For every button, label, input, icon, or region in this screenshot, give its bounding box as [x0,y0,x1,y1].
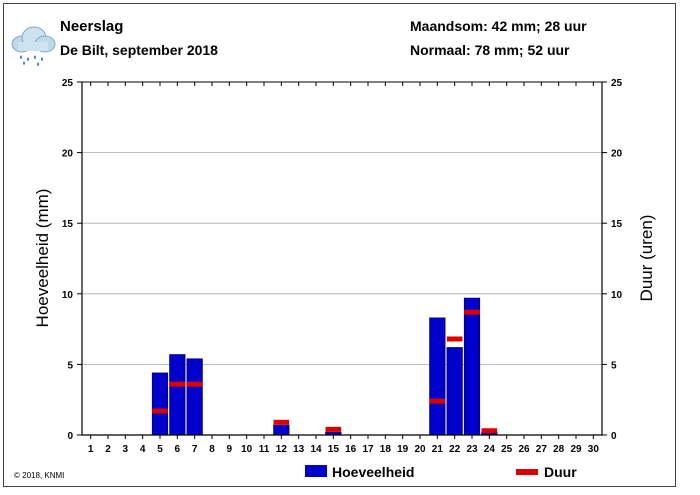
x-tick-label-2: 2 [105,444,111,455]
bar-day-5 [151,372,169,436]
y-axis-label: Hoeveelheid (mm) [33,189,52,328]
grid-lines [82,152,602,365]
month-total: Maandsom: 42 mm; 28 uur [410,18,587,34]
y2-tick-label-15: 15 [611,219,623,230]
duration-marker-day-15 [325,426,342,432]
normal-value: Normaal: 78 mm; 52 uur [410,42,570,58]
x-tick-label-7: 7 [192,444,198,455]
x-tick-label-23: 23 [466,444,478,455]
y2-tick-label-10: 10 [611,290,623,301]
y2-tick-label-20: 20 [611,149,623,160]
y2-axis-label: Duur (uren) [637,215,656,302]
y-tick-labels: 0 0 5 5 10 10 15 15 20 20 25 25 [62,78,623,442]
x-tick-label-6: 6 [175,444,181,455]
x-tick-label-8: 8 [209,444,215,455]
legend: Hoeveelheid Duur [305,464,577,480]
bars [151,297,498,436]
duration-marker-day-23 [464,309,480,315]
legend-swatch-hoeveelheid [305,465,327,477]
x-tick-label-24: 24 [484,444,496,455]
x-tick-label-19: 19 [397,444,409,455]
copyright: © 2018, KNMI [14,471,65,480]
x-tick-label-28: 28 [553,444,565,455]
bar-day-22 [446,347,463,436]
y2-tick-label-0: 0 [611,431,617,442]
y-tick-label-0: 0 [67,431,73,442]
x-tick-label-27: 27 [536,444,548,455]
bar-day-12 [273,424,290,436]
legend-label-hoeveelheid: Hoeveelheid [332,464,414,480]
x-tick-label-14: 14 [310,444,322,455]
bar-day-7 [186,358,203,436]
x-tick-label-29: 29 [570,444,582,455]
y-tick-label-5: 5 [67,360,73,371]
duration-marker-day-22 [446,336,463,342]
x-tick-label-13: 13 [293,444,305,455]
x-tick-label-16: 16 [345,444,357,455]
axes [77,81,607,439]
duration-marker-day-7 [186,381,203,387]
y-tick-label-10: 10 [62,290,74,301]
bar-day-6 [169,354,186,436]
x-tick-label-12: 12 [276,444,288,455]
legend-swatch-duur [516,469,538,475]
x-tick-label-26: 26 [518,444,530,455]
x-tick-label-25: 25 [501,444,513,455]
duration-marker-day-24 [481,428,498,434]
x-tick-label-5: 5 [157,444,163,455]
rain-cloud-icon [11,26,56,66]
chart-title: Neerslag [60,18,124,35]
bar-day-21 [429,317,446,436]
x-tick-label-18: 18 [380,444,392,455]
x-tick-label-1: 1 [88,444,94,455]
x-tick-label-4: 4 [140,444,146,455]
y-tick-label-20: 20 [62,149,74,160]
x-tick-label-20: 20 [414,444,426,455]
duration-marker-day-21 [429,398,446,404]
x-tick-label-21: 21 [432,444,444,455]
x-tick-label-17: 17 [362,444,374,455]
x-tick-label-9: 9 [227,444,233,455]
x-tick-label-22: 22 [449,444,461,455]
duration-marker-day-12 [273,419,290,425]
y-tick-label-25: 25 [62,78,74,89]
x-tick-label-10: 10 [241,444,253,455]
y2-tick-label-25: 25 [611,78,623,89]
x-tick-label-11: 11 [259,444,270,455]
legend-label-duur: Duur [544,464,577,480]
chart-frame [3,3,676,487]
duration-marker-day-5 [152,408,168,414]
x-tick-label-3: 3 [123,444,129,455]
x-tick-label-15: 15 [328,444,340,455]
duration-markers [152,309,498,434]
y2-tick-label-5: 5 [611,360,617,371]
duration-marker-day-6 [169,381,186,387]
y-tick-label-15: 15 [62,219,74,230]
x-tick-label-30: 30 [588,444,600,455]
bar-day-23 [463,297,481,436]
chart-subtitle: De Bilt, september 2018 [60,42,218,58]
x-tick-labels: 1 2 3 4 5 6 7 8 9 10 11 12 13 14 15 16 17 18 19 20 21 22 23 24 2… [88,444,599,455]
